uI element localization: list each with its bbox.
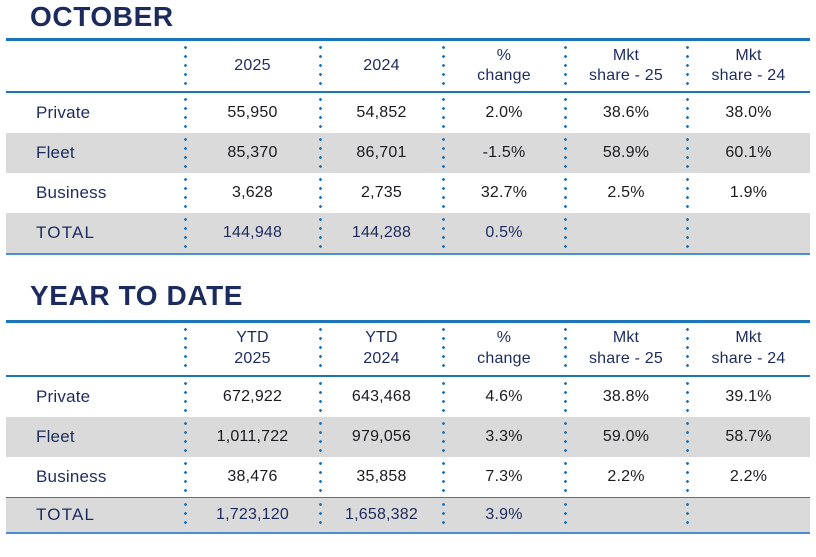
value-pct-change: -1.5% [441,133,565,173]
row-label: Business [36,466,107,486]
value-mkt-share-24: 58.7% [685,417,810,457]
value-2024: 86,701 [318,133,443,173]
header-line2: change [477,67,531,85]
value-pct-change: 2.0% [441,93,565,133]
header-line1: % [496,328,512,346]
value-mkt-share-25: 38.6% [563,93,687,133]
table-row-total: TOTAL 144,948 144,288 0.5% [6,213,810,254]
value-2024: 144,288 [318,213,443,253]
header-mkt-share-25: Mkt share - 25 [563,41,687,91]
table-row-fleet: Fleet 85,370 86,701 -1.5% 58.9% 60.1% [6,133,810,174]
value-mkt-share-25 [563,213,687,253]
value-ytd-2024: 1,658,382 [318,498,443,532]
value-mkt-share-24 [685,498,810,532]
value-ytd-2025: 1,011,722 [183,417,320,457]
header-line1: Mkt [735,46,762,64]
header-line1: Mkt [612,328,640,346]
table-row-private: Private 672,922 643,468 4.6% 38.8% 39.1% [6,377,810,417]
header-pct-change: % change [441,323,565,375]
value-mkt-share-25: 59.0% [563,417,687,457]
value-mkt-share-25: 58.9% [563,133,687,173]
value-mkt-share-25: 38.8% [563,377,687,417]
value-mkt-share-24: 39.1% [685,377,810,417]
header-line1: YTD [365,328,398,346]
value-mkt-share-24: 2.2% [685,457,810,497]
row-label: TOTAL [36,504,96,524]
value-ytd-2024: 979,056 [318,417,443,457]
header-line2: change [477,349,531,367]
value-mkt-share-25: 2.2% [563,457,687,497]
october-title: OCTOBER [30,1,174,32]
value-pct-change: 3.3% [441,417,565,457]
header-line2: share - 24 [711,349,786,367]
header-2024: 2024 [318,41,443,91]
ytd-table: YTD 2025 YTD 2024 % change Mkt share - 2… [6,319,810,534]
table-row-business: Business 3,628 2,735 32.7% 2.5% 1.9% [6,173,810,213]
value-ytd-2025: 38,476 [183,457,320,497]
value-pct-change: 4.6% [441,377,565,417]
header-line2: share - 25 [588,349,664,367]
value-2024: 54,852 [318,93,443,133]
value-2025: 3,628 [183,173,320,213]
value-ytd-2025: 672,922 [183,377,320,417]
header-line2: 2025 [234,349,271,367]
value-ytd-2024: 35,858 [318,457,443,497]
table-row-private: Private 55,950 54,852 2.0% 38.6% 38.0% [6,93,810,133]
header-line2: share - 25 [588,67,664,85]
ytd-title: YEAR TO DATE [30,280,244,312]
row-label: Private [36,386,91,406]
row-label: TOTAL [36,223,96,243]
value-mkt-share-25 [563,498,687,532]
october-table: 2025 2024 % change Mkt share - 25 Mkt sh… [6,38,810,256]
header-line2: 2025 [234,56,271,74]
ytd-header-row: YTD 2025 YTD 2024 % change Mkt share - 2… [6,323,810,377]
value-mkt-share-24: 1.9% [685,173,810,213]
row-label: Fleet [36,143,75,163]
header-line1: % [496,46,512,64]
value-2025: 85,370 [183,133,320,173]
value-2024: 2,735 [318,173,443,213]
header-mkt-share-25: Mkt share - 25 [563,323,687,375]
header-mkt-share-24: Mkt share - 24 [685,41,810,91]
row-label: Business [36,183,107,203]
table-row-fleet: Fleet 1,011,722 979,056 3.3% 59.0% 58.7% [6,416,810,457]
header-mkt-share-24: Mkt share - 24 [685,323,810,375]
value-mkt-share-24: 38.0% [685,93,810,133]
value-2025: 55,950 [183,93,320,133]
row-label: Fleet [36,426,75,446]
header-line2: 2024 [363,56,400,74]
header-empty [6,41,185,91]
october-header-row: 2025 2024 % change Mkt share - 25 Mkt sh… [6,41,810,94]
header-line2: 2024 [363,349,400,367]
header-2025: 2025 [183,41,320,91]
value-2025: 144,948 [183,213,320,253]
value-pct-change: 0.5% [441,213,565,253]
header-line1: Mkt [735,328,762,346]
header-ytd-2025: YTD 2025 [183,323,320,375]
header-line1: Mkt [612,46,640,64]
value-mkt-share-25: 2.5% [563,173,687,213]
value-ytd-2024: 643,468 [318,377,443,417]
value-mkt-share-24 [685,213,810,253]
header-line1: YTD [236,328,269,346]
value-mkt-share-24: 60.1% [685,133,810,173]
value-pct-change: 7.3% [441,457,565,497]
header-pct-change: % change [441,41,565,91]
header-ytd-2024: YTD 2024 [318,323,443,375]
row-label: Private [36,103,91,123]
header-empty [6,323,185,375]
table-row-business: Business 38,476 35,858 7.3% 2.2% 2.2% [6,457,810,497]
value-ytd-2025: 1,723,120 [183,498,320,532]
value-pct-change: 32.7% [441,173,565,213]
value-pct-change: 3.9% [441,498,565,532]
header-line2: share - 24 [711,67,786,85]
table-row-total: TOTAL 1,723,120 1,658,382 3.9% [6,496,810,532]
